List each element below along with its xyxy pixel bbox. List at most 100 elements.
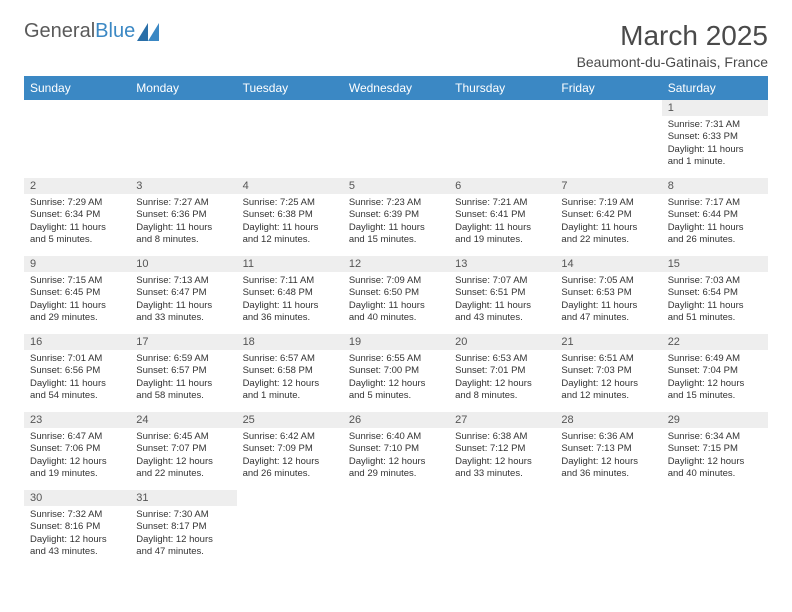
day-content: Sunrise: 7:03 AMSunset: 6:54 PMDaylight:… [662,272,768,330]
day-number: 7 [555,178,661,194]
weekday-header: Friday [555,76,661,100]
calendar-cell: 15Sunrise: 7:03 AMSunset: 6:54 PMDayligh… [662,256,768,334]
day-number: 20 [449,334,555,350]
calendar-cell: 30Sunrise: 7:32 AMSunset: 8:16 PMDayligh… [24,490,130,568]
location: Beaumont-du-Gatinais, France [577,54,768,70]
calendar-cell [237,490,343,568]
day-content: Sunrise: 6:53 AMSunset: 7:01 PMDaylight:… [449,350,555,408]
day-content: Sunrise: 6:45 AMSunset: 7:07 PMDaylight:… [130,428,236,486]
weekday-header: Saturday [662,76,768,100]
day-content: Sunrise: 6:36 AMSunset: 7:13 PMDaylight:… [555,428,661,486]
calendar-cell [662,490,768,568]
calendar-cell: 10Sunrise: 7:13 AMSunset: 6:47 PMDayligh… [130,256,236,334]
day-number: 3 [130,178,236,194]
day-content: Sunrise: 6:55 AMSunset: 7:00 PMDaylight:… [343,350,449,408]
day-content: Sunrise: 6:42 AMSunset: 7:09 PMDaylight:… [237,428,343,486]
calendar-cell: 19Sunrise: 6:55 AMSunset: 7:00 PMDayligh… [343,334,449,412]
day-content: Sunrise: 7:07 AMSunset: 6:51 PMDaylight:… [449,272,555,330]
calendar-cell: 28Sunrise: 6:36 AMSunset: 7:13 PMDayligh… [555,412,661,490]
day-number: 25 [237,412,343,428]
calendar-week-row: 30Sunrise: 7:32 AMSunset: 8:16 PMDayligh… [24,490,768,568]
calendar-week-row: 1Sunrise: 7:31 AMSunset: 6:33 PMDaylight… [24,100,768,178]
day-number: 8 [662,178,768,194]
calendar-cell: 20Sunrise: 6:53 AMSunset: 7:01 PMDayligh… [449,334,555,412]
calendar-page: GeneralBlue March 2025 Beaumont-du-Gatin… [0,0,792,588]
calendar-cell: 9Sunrise: 7:15 AMSunset: 6:45 PMDaylight… [24,256,130,334]
day-content: Sunrise: 7:32 AMSunset: 8:16 PMDaylight:… [24,506,130,564]
day-number: 1 [662,100,768,116]
calendar-cell: 1Sunrise: 7:31 AMSunset: 6:33 PMDaylight… [662,100,768,178]
calendar-cell: 11Sunrise: 7:11 AMSunset: 6:48 PMDayligh… [237,256,343,334]
day-number: 15 [662,256,768,272]
calendar-cell: 21Sunrise: 6:51 AMSunset: 7:03 PMDayligh… [555,334,661,412]
day-number: 5 [343,178,449,194]
weekday-header: Wednesday [343,76,449,100]
calendar-week-row: 9Sunrise: 7:15 AMSunset: 6:45 PMDaylight… [24,256,768,334]
weekday-header: Sunday [24,76,130,100]
calendar-cell: 17Sunrise: 6:59 AMSunset: 6:57 PMDayligh… [130,334,236,412]
day-content: Sunrise: 7:17 AMSunset: 6:44 PMDaylight:… [662,194,768,252]
calendar-cell: 24Sunrise: 6:45 AMSunset: 7:07 PMDayligh… [130,412,236,490]
calendar-body: 1Sunrise: 7:31 AMSunset: 6:33 PMDaylight… [24,100,768,568]
day-content: Sunrise: 7:09 AMSunset: 6:50 PMDaylight:… [343,272,449,330]
day-number: 14 [555,256,661,272]
calendar-cell: 5Sunrise: 7:23 AMSunset: 6:39 PMDaylight… [343,178,449,256]
day-number: 10 [130,256,236,272]
day-number: 18 [237,334,343,350]
calendar-week-row: 2Sunrise: 7:29 AMSunset: 6:34 PMDaylight… [24,178,768,256]
weekday-header: Monday [130,76,236,100]
day-content: Sunrise: 6:38 AMSunset: 7:12 PMDaylight:… [449,428,555,486]
calendar-cell [343,490,449,568]
day-content: Sunrise: 7:05 AMSunset: 6:53 PMDaylight:… [555,272,661,330]
day-number: 17 [130,334,236,350]
weekday-header-row: Sunday Monday Tuesday Wednesday Thursday… [24,76,768,100]
calendar-cell: 4Sunrise: 7:25 AMSunset: 6:38 PMDaylight… [237,178,343,256]
day-number: 31 [130,490,236,506]
day-number: 12 [343,256,449,272]
weekday-header: Tuesday [237,76,343,100]
calendar-cell [555,100,661,178]
header: GeneralBlue March 2025 Beaumont-du-Gatin… [24,20,768,70]
day-content: Sunrise: 7:25 AMSunset: 6:38 PMDaylight:… [237,194,343,252]
calendar-cell: 23Sunrise: 6:47 AMSunset: 7:06 PMDayligh… [24,412,130,490]
day-number: 24 [130,412,236,428]
calendar-cell: 14Sunrise: 7:05 AMSunset: 6:53 PMDayligh… [555,256,661,334]
calendar-cell: 22Sunrise: 6:49 AMSunset: 7:04 PMDayligh… [662,334,768,412]
day-number: 26 [343,412,449,428]
day-number: 21 [555,334,661,350]
calendar-cell: 16Sunrise: 7:01 AMSunset: 6:56 PMDayligh… [24,334,130,412]
day-number: 27 [449,412,555,428]
calendar-cell: 7Sunrise: 7:19 AMSunset: 6:42 PMDaylight… [555,178,661,256]
calendar-cell [449,490,555,568]
day-number: 22 [662,334,768,350]
calendar-cell: 6Sunrise: 7:21 AMSunset: 6:41 PMDaylight… [449,178,555,256]
calendar-cell [343,100,449,178]
month-title: March 2025 [577,20,768,52]
logo-text-2: Blue [95,20,135,43]
day-number: 30 [24,490,130,506]
day-content: Sunrise: 6:47 AMSunset: 7:06 PMDaylight:… [24,428,130,486]
day-number: 6 [449,178,555,194]
day-content: Sunrise: 7:23 AMSunset: 6:39 PMDaylight:… [343,194,449,252]
day-content: Sunrise: 6:51 AMSunset: 7:03 PMDaylight:… [555,350,661,408]
day-number: 28 [555,412,661,428]
calendar-cell: 12Sunrise: 7:09 AMSunset: 6:50 PMDayligh… [343,256,449,334]
day-number: 9 [24,256,130,272]
day-number: 29 [662,412,768,428]
day-content: Sunrise: 6:57 AMSunset: 6:58 PMDaylight:… [237,350,343,408]
calendar-cell: 3Sunrise: 7:27 AMSunset: 6:36 PMDaylight… [130,178,236,256]
day-number: 19 [343,334,449,350]
title-block: March 2025 Beaumont-du-Gatinais, France [577,20,768,70]
calendar-cell [237,100,343,178]
day-content: Sunrise: 6:40 AMSunset: 7:10 PMDaylight:… [343,428,449,486]
day-content: Sunrise: 7:13 AMSunset: 6:47 PMDaylight:… [130,272,236,330]
day-content: Sunrise: 7:21 AMSunset: 6:41 PMDaylight:… [449,194,555,252]
logo: GeneralBlue [24,20,159,43]
calendar-table: Sunday Monday Tuesday Wednesday Thursday… [24,76,768,568]
logo-icon [137,23,159,41]
day-content: Sunrise: 6:59 AMSunset: 6:57 PMDaylight:… [130,350,236,408]
day-content: Sunrise: 7:31 AMSunset: 6:33 PMDaylight:… [662,116,768,174]
day-content: Sunrise: 7:01 AMSunset: 6:56 PMDaylight:… [24,350,130,408]
day-number: 2 [24,178,130,194]
day-number: 11 [237,256,343,272]
